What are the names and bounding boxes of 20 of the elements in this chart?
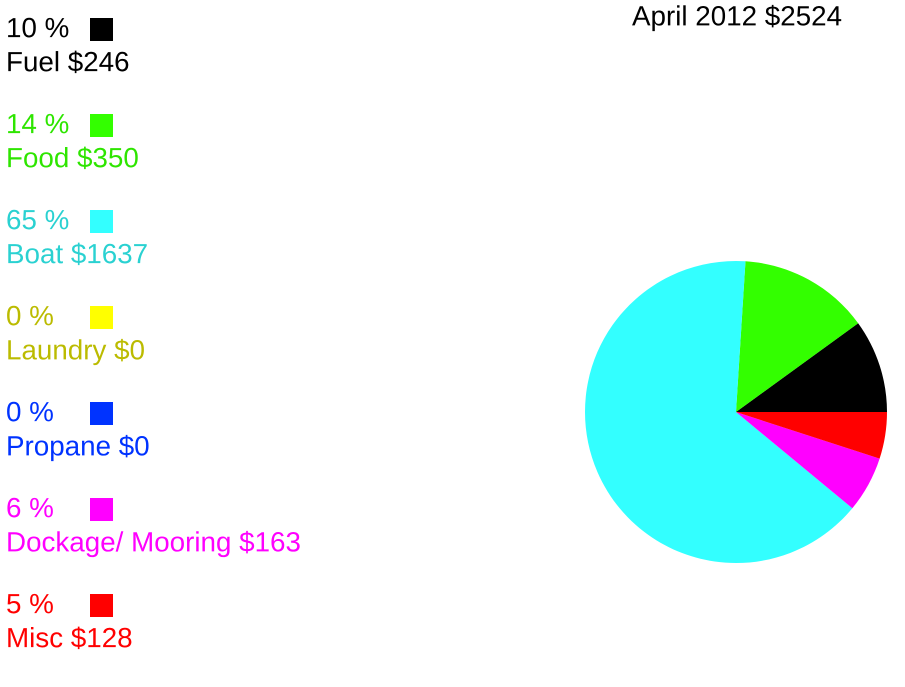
text: 0 %: [7, 402, 53, 422]
pie-slice: [736, 261, 858, 412]
pie-slice: [585, 261, 852, 563]
legend-label: Propane $0: [8, 434, 149, 462]
pie-slice: [736, 412, 880, 508]
legend-label: Laundry $0: [8, 338, 144, 366]
data-label: 5 %: [7, 594, 53, 614]
pie-slice: [736, 412, 887, 459]
data-label: 10 %: [8, 18, 68, 38]
legend-label: Fuel $246: [8, 50, 128, 74]
data-label: 65 %: [7, 210, 68, 230]
legend-label: Food $350: [8, 146, 138, 170]
data-label: 14 %: [8, 114, 68, 134]
data-label: 6 %: [7, 498, 53, 518]
text: 0 %: [7, 306, 53, 326]
legend-label: Misc $128: [8, 626, 132, 650]
legend-label: Dockage/ Mooring $163: [8, 530, 300, 558]
chart-title: April 2012 $2524: [632, 4, 842, 32]
legend-label: Boat $1637: [8, 242, 147, 266]
pie-slice: [736, 323, 887, 412]
